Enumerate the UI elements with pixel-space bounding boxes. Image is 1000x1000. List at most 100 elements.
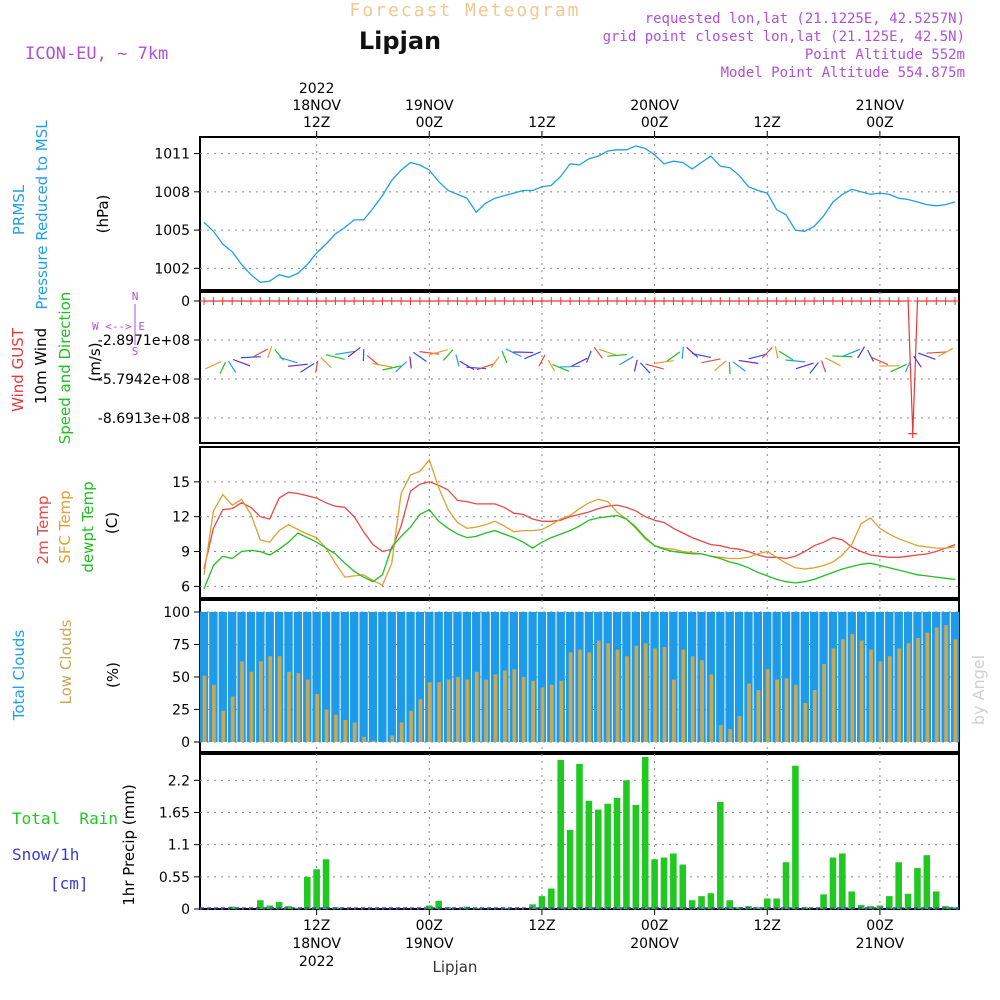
top-hour-label: 00Z [641, 115, 668, 131]
compass-we: W <--> E [92, 320, 145, 333]
wind-arrow [748, 353, 768, 360]
rain-bar [698, 896, 705, 909]
rain-bar [782, 862, 790, 909]
pressure-label-1: PRMSL [10, 184, 28, 235]
low-cloud-bar [944, 625, 948, 742]
wind-arrow [913, 355, 922, 368]
rain-bar [792, 765, 799, 909]
wind-arrow [300, 363, 315, 373]
bottom-day-label: 18NOV [292, 936, 341, 952]
rain-label: Total Rain [12, 809, 118, 828]
bottom-day-label: 21NOV [856, 936, 905, 952]
clouds-ytick-label: 25 [172, 703, 190, 719]
low-cloud-bar [446, 679, 451, 742]
clouds-ytick-label: 50 [172, 670, 190, 686]
bottom-day-label: 19NOV [405, 936, 454, 952]
total-cloud-bar [321, 612, 331, 742]
total-cloud-bar [303, 612, 312, 742]
low-cloud-bar [840, 639, 845, 742]
low-cloud-bar [315, 693, 320, 742]
rain-bar [876, 905, 884, 909]
wind-arrow [505, 348, 522, 358]
wind-arrow [778, 350, 794, 361]
temp-ytick-label: 9 [181, 545, 190, 561]
rain-bar [895, 862, 902, 909]
low-cloud-bar [784, 678, 789, 742]
wind-panel-frame [199, 291, 960, 444]
low-cloud-bar [878, 661, 883, 742]
low-cloud-bar [775, 679, 780, 742]
wind-arrow [686, 346, 699, 358]
wind-arrow [761, 347, 773, 359]
sfc-temp-line [203, 458, 956, 587]
low-cloud-bar [568, 652, 573, 742]
wind-arrow [409, 356, 412, 369]
total-cloud-bar [528, 612, 537, 742]
rain-bar [641, 756, 649, 909]
low-cloud-bar [728, 729, 733, 742]
wind-arrow [279, 356, 298, 364]
wind-arrow [714, 360, 727, 372]
rain-bar [548, 888, 555, 909]
rain-bar [313, 869, 320, 909]
low-cloud-bar [418, 699, 423, 742]
low-cloud-bar [596, 640, 601, 742]
total-cloud-bar [800, 612, 809, 742]
clouds-ytick-label: 75 [172, 638, 190, 654]
total-cloud-bar [669, 612, 678, 742]
wind-arrow [413, 351, 427, 362]
direction-label: Speed and Direction [56, 292, 74, 445]
rain-bar [538, 896, 546, 909]
wind-arrow [728, 361, 731, 375]
low-cloud-bar [258, 661, 263, 742]
rain-bar [566, 830, 574, 909]
low-cloud-bar [240, 661, 244, 742]
rain-bar [829, 857, 837, 909]
top-day-label: 20NOV [630, 98, 679, 114]
precip-ytick-label: 0.55 [159, 870, 190, 886]
low-cloud-bar [587, 652, 592, 742]
bottom-hour-label: 00Z [866, 918, 893, 934]
top-day-label: 21NOV [856, 98, 905, 114]
low-cloud-bar [437, 682, 442, 742]
top-hour-label: 12Z [754, 115, 781, 131]
total-cloud-bar [396, 612, 406, 742]
low-cloud-bar [427, 682, 432, 742]
total-cloud-bar [781, 612, 791, 742]
clouds-ytick-label: 100 [163, 605, 190, 621]
rain-bar [426, 905, 433, 909]
wind-arrow [429, 349, 448, 356]
low-cloud-bar [916, 638, 920, 742]
total-cloud-bar [537, 612, 547, 742]
rain-bar [557, 759, 565, 909]
total-cloud-bar [227, 612, 237, 742]
temp2m-label: 2m Temp [34, 496, 52, 565]
wind-arrow [938, 347, 954, 358]
precip-ytick-label: 0 [181, 902, 190, 918]
wind-arrow [347, 346, 361, 358]
bottom-hour-label: 00Z [641, 918, 668, 934]
pressure-unit: (hPa) [94, 195, 112, 234]
total-cloud-bar [368, 612, 378, 742]
low-cloud-bar [953, 639, 958, 742]
low-cloud-bar [700, 660, 704, 742]
wind-arrow [681, 346, 684, 359]
total-cloud-bar [209, 612, 218, 742]
pressure-ytick-label: 1002 [154, 261, 190, 277]
rain-bar [857, 904, 865, 909]
wind-arrow [701, 358, 721, 364]
rain-bar [623, 780, 630, 909]
precip-unit: 1hr Precip (mm) [120, 784, 138, 905]
wind-arrow [633, 359, 638, 372]
wind-arrow [825, 357, 841, 367]
top-hour-label: 00Z [416, 115, 443, 131]
low-cloud-bar [794, 684, 798, 742]
total-cloud-bar [312, 612, 321, 742]
low-cloud-bar [681, 649, 686, 742]
low-cloud-bar [352, 722, 357, 742]
wind-arrow [598, 348, 617, 356]
total-cloud-bar [443, 612, 453, 742]
wind-arrow [476, 363, 495, 371]
low-cloud-bar [690, 656, 695, 742]
